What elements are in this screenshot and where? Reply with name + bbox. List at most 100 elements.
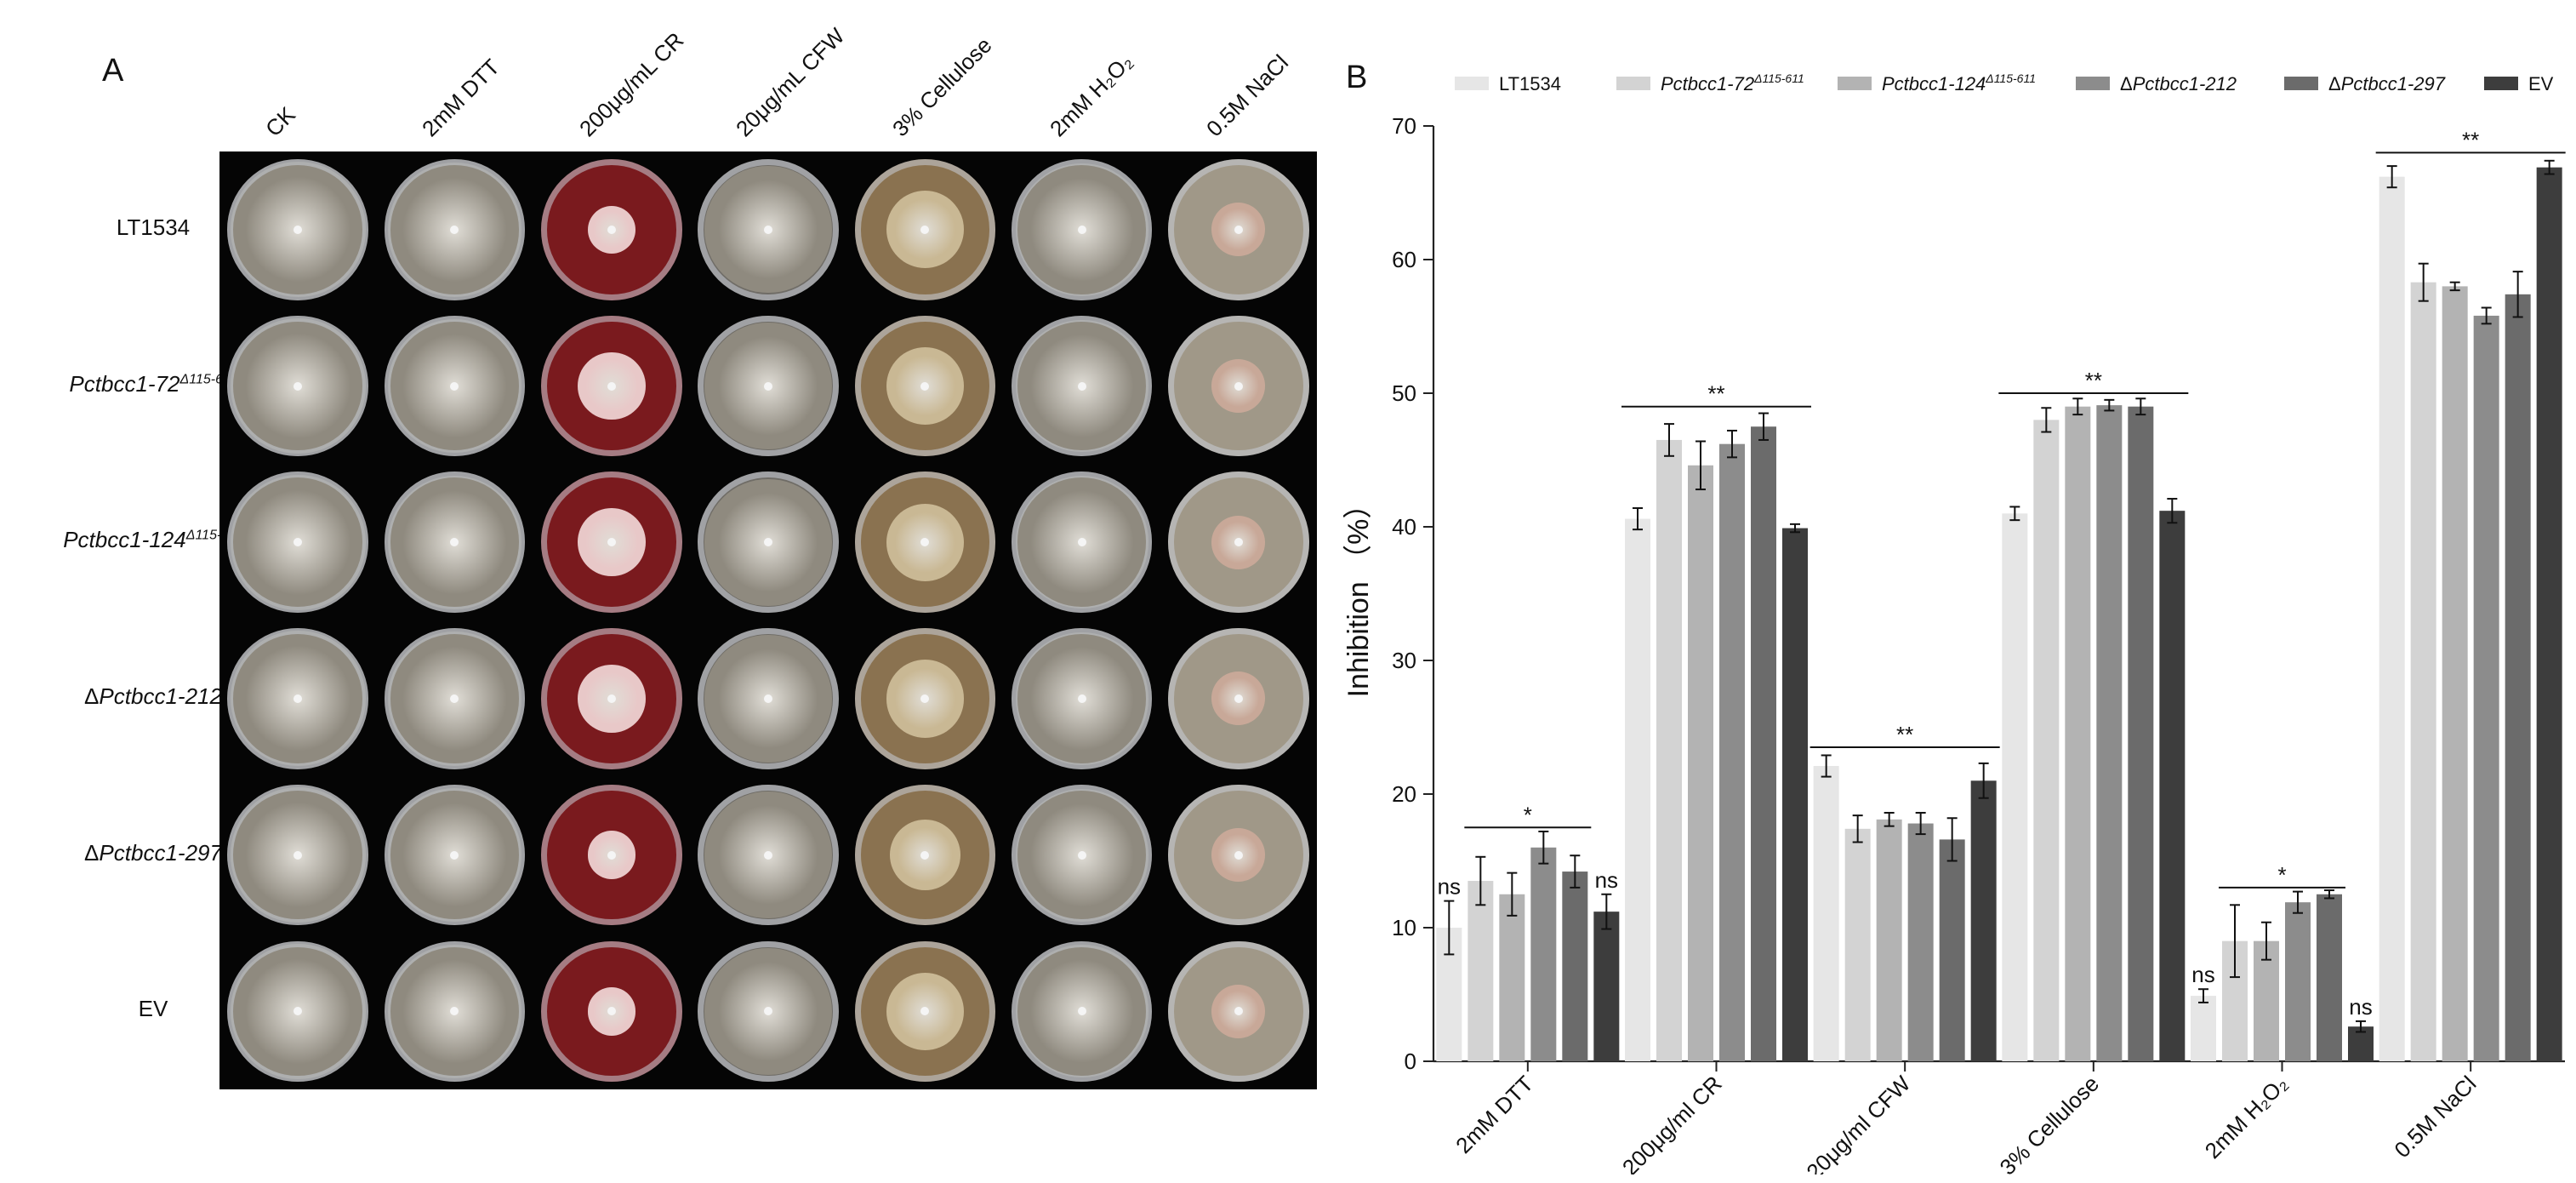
significance-label: **	[1707, 381, 1724, 407]
bar	[2442, 286, 2468, 1061]
bar	[2065, 406, 2091, 1061]
x-tick-label: 2mM H₂O₂	[2200, 1071, 2293, 1163]
row-label: ΔPctbcc1-212	[84, 683, 222, 710]
legend-label: Pctbcc1-72Δ115-611	[1661, 71, 1804, 94]
panel-b-letter: B	[1346, 60, 1368, 95]
plate-rim	[384, 159, 526, 300]
y-tick-label: 20	[1392, 781, 1416, 807]
bar	[1876, 819, 1902, 1061]
culture-plate	[384, 471, 526, 614]
plate-rim	[1011, 315, 1153, 457]
plate-rim	[227, 628, 368, 769]
row-label-main: LT1534	[116, 214, 191, 240]
ns-label: ns	[2191, 962, 2214, 987]
plate-rim	[384, 315, 526, 457]
culture-plate	[854, 784, 996, 926]
ns-label: ns	[1438, 874, 1461, 900]
culture-plate	[227, 940, 368, 1083]
plate-rim	[1011, 159, 1153, 300]
row-label-main: Pctbcc1-72	[69, 370, 180, 397]
significance-label: *	[1524, 802, 1532, 827]
row-label: Pctbcc1-124Δ115-611	[63, 527, 243, 553]
legend-label: EV	[2528, 73, 2554, 94]
plate-rim	[1168, 315, 1309, 457]
y-tick-label: 60	[1392, 247, 1416, 272]
bar	[1813, 766, 1839, 1061]
culture-plate	[1168, 940, 1309, 1083]
plate-rim	[384, 471, 526, 614]
legend-superscript: Δ115-611	[1753, 71, 1804, 85]
plate-rim	[698, 940, 839, 1083]
x-tick-label: 0.5M NaCl	[2389, 1071, 2481, 1163]
plate-rim	[540, 159, 682, 300]
legend-superscript: Δ115-611	[1985, 71, 2036, 85]
culture-plate	[227, 159, 368, 300]
bar	[2033, 420, 2060, 1061]
plate-rim	[1011, 471, 1153, 614]
y-tick-label: 30	[1392, 648, 1416, 673]
column-label: 2mM H₂O₂	[1044, 49, 1137, 142]
culture-plate	[540, 315, 682, 457]
plate-rim	[698, 628, 839, 769]
plate-rim	[854, 628, 996, 769]
culture-plate	[1168, 471, 1309, 614]
culture-plate	[384, 940, 526, 1083]
legend-prefix: Δ	[2120, 73, 2133, 94]
legend-swatch	[2284, 77, 2318, 90]
bar	[1468, 881, 1494, 1061]
legend-name: EV	[2528, 73, 2554, 94]
legend-name: Pctbcc1-297	[2341, 73, 2446, 94]
plate-rim	[1011, 940, 1153, 1083]
bar	[2159, 511, 2186, 1061]
legend-swatch	[2484, 77, 2518, 90]
plate-rim	[227, 315, 368, 457]
plate-rim	[540, 628, 682, 769]
significance-label: **	[2462, 127, 2479, 152]
bar	[2096, 405, 2123, 1061]
bar	[2002, 513, 2028, 1061]
ns-label: ns	[2349, 994, 2372, 1020]
plate-rim	[1168, 628, 1309, 769]
bar	[1499, 894, 1525, 1061]
plate-rim	[698, 784, 839, 926]
y-tick-label: 70	[1392, 113, 1416, 139]
bar	[2505, 294, 2531, 1061]
bar	[1970, 780, 1997, 1061]
bar	[1939, 839, 1965, 1061]
culture-plate	[698, 159, 839, 300]
culture-plate	[854, 628, 996, 769]
culture-plate	[1168, 159, 1309, 300]
row-label-main: Pctbcc1-297	[99, 839, 222, 866]
panel-a-letter: A	[102, 53, 124, 89]
plate-rim	[227, 471, 368, 614]
legend-label: ΔPctbcc1-212	[2120, 73, 2237, 94]
legend-label: LT1534	[1499, 73, 1561, 94]
bar	[1562, 872, 1588, 1061]
row-label: ΔPctbcc1-297	[84, 840, 222, 866]
column-label: 200μg/mL CR	[573, 26, 689, 142]
y-axis-label: Inhibition （%）	[1342, 490, 1375, 698]
bar	[1593, 912, 1620, 1061]
column-label: 2mM DTT	[417, 54, 505, 142]
y-tick-label: 50	[1392, 380, 1416, 406]
plate-rim	[698, 315, 839, 457]
x-tick-label: 20μg/ml CFW	[1801, 1071, 1915, 1174]
plate-grid	[219, 151, 1317, 1089]
plate-rim	[1168, 784, 1309, 926]
culture-plate	[384, 628, 526, 769]
culture-plate	[698, 315, 839, 457]
plate-rim	[540, 940, 682, 1083]
plate-rim	[540, 315, 682, 457]
bar	[1656, 439, 1682, 1061]
bar	[2191, 996, 2216, 1061]
row-label-main: Pctbcc1-124	[63, 527, 186, 553]
culture-plate	[698, 940, 839, 1083]
column-label: CK	[260, 101, 300, 142]
bar	[1844, 828, 1871, 1061]
row-label: EV	[139, 996, 168, 1022]
bar	[1719, 443, 1745, 1061]
column-label: 0.5M NaCl	[1200, 49, 1293, 142]
ns-label: ns	[1595, 867, 1618, 893]
plate-rim	[227, 940, 368, 1083]
legend-swatch	[1838, 77, 1872, 90]
